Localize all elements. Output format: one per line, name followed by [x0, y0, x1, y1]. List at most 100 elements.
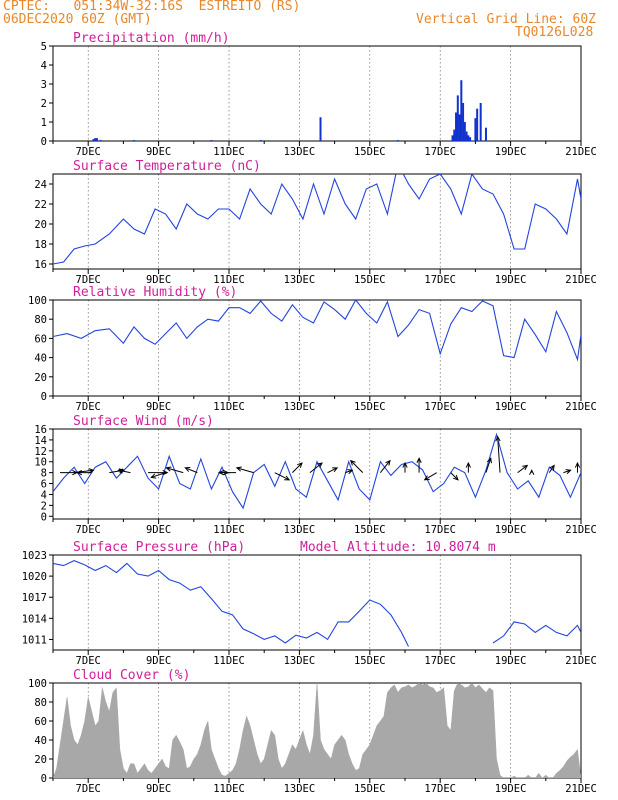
precip-bar	[396, 140, 399, 141]
header-run-time: 06DEC2020 60Z (GMT)	[3, 12, 152, 27]
precip-bar	[210, 140, 213, 141]
cloud-x-tick-label: 9DEC	[146, 783, 171, 795]
wind-arrow-head	[76, 470, 83, 476]
precip-bar	[94, 138, 97, 141]
cloud-x-tick-label: 21DEC	[565, 783, 597, 795]
precip-bar	[463, 122, 466, 141]
pressure-plot-area	[53, 559, 581, 647]
wind-x-tick-label: 13DEC	[284, 524, 316, 536]
pressure-y-tick-label: 1014	[22, 613, 47, 625]
cloud-y-tick-label: 80	[34, 697, 47, 709]
wind-arrow-shaft	[292, 462, 303, 473]
wind-frame	[52, 428, 582, 520]
temp-series-line	[53, 174, 581, 265]
precip-y-tick-label: 2	[41, 98, 47, 110]
cloud-x-tick-label: 13DEC	[284, 783, 316, 795]
wind-arrow-head	[486, 457, 492, 464]
pressure-x-tick-label: 17DEC	[424, 655, 456, 667]
precip-y-tick-label: 4	[41, 60, 47, 72]
wind-arrow-head	[235, 466, 242, 472]
wind-arrow-head	[218, 470, 224, 476]
precip-bar	[456, 95, 459, 141]
rh-x-tick-label: 19DEC	[495, 401, 527, 413]
rh-panel: 0 20 40 60 80 100 7DEC 9DEC 11DEC 13DEC 15DEC 17DEC…	[28, 285, 597, 413]
cloud-plot-area	[53, 683, 581, 778]
wind-arrow-head	[423, 475, 430, 481]
precip-y-tick-label: 5	[41, 41, 47, 53]
rh-x-tick-label: 9DEC	[146, 401, 171, 413]
wind-arrow-head	[184, 466, 191, 472]
wind-plot-area	[53, 432, 581, 510]
model-altitude-label: Model Altitude: 10.8074 m	[300, 540, 496, 555]
precip-x-tick-label: 11DEC	[213, 146, 245, 158]
wind-arrow-shaft	[236, 467, 254, 474]
rh-x-tick-label: 11DEC	[213, 401, 245, 413]
wind-arrow-head	[385, 459, 391, 466]
wind-arrow-shaft	[424, 472, 437, 481]
wind-y-tick-label: 14	[34, 435, 47, 447]
temp-frame	[52, 173, 582, 270]
temp-plot-area	[53, 174, 581, 265]
wind-arrow-head	[574, 461, 581, 468]
wind-arrow-head	[316, 462, 323, 468]
rh-y-tick-label: 60	[34, 333, 47, 345]
pressure-y-tick-label: 1020	[22, 571, 47, 583]
wind-arrow-head	[349, 459, 356, 466]
temp-title: Surface Temperature (nC)	[73, 159, 261, 174]
wind-y-tick-label: 2	[41, 500, 47, 512]
cloud-y-tick-label: 40	[34, 735, 47, 747]
pressure-panel: 1011 1014 1017 1020 1023 7DEC 9DEC 11DEC 13DEC 15…	[22, 540, 597, 667]
wind-arrow-shaft	[327, 467, 338, 474]
pressure-x-tick-label: 7DEC	[76, 655, 101, 667]
wind-arrow-head	[332, 467, 339, 473]
pressure-x-tick-label: 11DEC	[213, 655, 245, 667]
rh-title: Relative Humidity (%)	[73, 285, 237, 300]
temp-y-tick-label: 18	[34, 239, 47, 251]
cloud-x-tick-label: 19DEC	[495, 783, 527, 795]
rh-y-tick-label: 40	[34, 353, 47, 365]
cloud-title: Cloud Cover (%)	[73, 668, 190, 683]
rh-y-tick-label: 0	[41, 391, 47, 403]
wind-arrow-head	[88, 468, 95, 474]
wind-y-tick-label: 4	[41, 489, 47, 501]
wind-x-tick-label: 21DEC	[565, 524, 597, 536]
wind-arrow-head	[162, 470, 169, 476]
wind-arrow-head	[529, 469, 535, 475]
wind-arrow-shaft	[274, 472, 290, 481]
temp-y-tick-label: 24	[34, 179, 47, 191]
cloud-y-tick-label: 0	[41, 773, 47, 785]
pressure-y-tick-label: 1017	[22, 592, 47, 604]
precip-x-tick-label: 17DEC	[424, 146, 456, 158]
wind-x-tick-label: 9DEC	[146, 524, 171, 536]
cloud-x-tick-label: 15DEC	[354, 783, 386, 795]
wind-arrow-shaft	[548, 465, 555, 473]
precip-bar	[484, 127, 487, 141]
wind-title: Surface Wind (m/s)	[73, 414, 214, 429]
wind-y-tick-label: 0	[41, 511, 47, 523]
wind-arrow-head	[150, 473, 157, 479]
wind-y-tick-label: 16	[34, 424, 47, 436]
precip-x-tick-label: 7DEC	[76, 146, 101, 158]
wind-arrow-head	[465, 461, 471, 468]
wind-arrow-shaft	[151, 472, 166, 478]
precip-bar	[451, 135, 454, 141]
temp-x-tick-label: 9DEC	[146, 274, 171, 286]
rh-plot-area	[53, 300, 581, 362]
temp-x-tick-label: 17DEC	[424, 274, 456, 286]
precip-x-tick-label: 21DEC	[565, 146, 597, 158]
wind-arrow-shaft	[563, 469, 571, 474]
precip-bar	[92, 139, 95, 141]
wind-arrow-shaft	[517, 465, 528, 474]
pressure-x-tick-label: 13DEC	[284, 655, 316, 667]
cloud-x-tick-label: 7DEC	[76, 783, 101, 795]
wind-arrow-shaft	[309, 462, 323, 474]
rh-x-tick-label: 17DEC	[424, 401, 456, 413]
wind-arrow-shaft	[450, 472, 459, 481]
cloud-y-tick-label: 60	[34, 716, 47, 728]
temp-x-tick-label: 21DEC	[565, 274, 597, 286]
cloud-x-tick-label: 17DEC	[424, 783, 456, 795]
wind-arrow-shaft	[166, 467, 184, 474]
precip-y-tick-label: 1	[41, 117, 47, 129]
wind-arrow-shaft	[345, 469, 353, 474]
wind-x-tick-label: 15DEC	[354, 524, 386, 536]
